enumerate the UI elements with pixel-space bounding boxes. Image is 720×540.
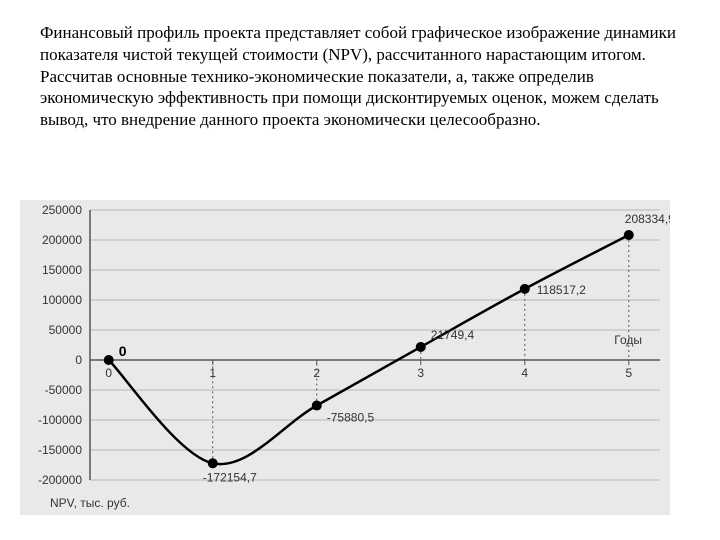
x-tick-label: 2 [313, 366, 320, 380]
data-label: 21749,4 [431, 328, 475, 342]
data-label: -75880,5 [327, 411, 375, 425]
npv-line-chart: -200000 -150000 -100000 -50000 0 50000 100000 1… [20, 200, 670, 515]
chart-background [20, 200, 670, 515]
data-marker [104, 355, 114, 365]
data-label: -172154,7 [203, 470, 257, 484]
page: Финансовый профиль проекта представляет … [0, 0, 720, 540]
body-paragraph: Финансовый профиль проекта представляет … [40, 22, 680, 131]
data-label: 208334,9 [625, 212, 670, 226]
y-tick-label: 100000 [42, 293, 82, 307]
data-marker [208, 458, 218, 468]
y-tick-label: -50000 [45, 383, 83, 397]
data-marker [520, 284, 530, 294]
y-tick-label: 50000 [49, 323, 83, 337]
data-marker [312, 401, 322, 411]
data-marker [624, 230, 634, 240]
x-tick-label: 5 [625, 366, 632, 380]
y-tick-label: 250000 [42, 203, 82, 217]
y-tick-label: -200000 [38, 473, 82, 487]
axis-title-x: Годы [614, 333, 642, 347]
origin-zero-label: 0 [119, 343, 127, 359]
x-tick-label: 0 [105, 366, 112, 380]
axis-title-y: NPV, тыс. руб. [50, 496, 130, 510]
data-label: 118517,2 [537, 283, 586, 297]
y-tick-label: -150000 [38, 443, 82, 457]
y-tick-label: -100000 [38, 413, 82, 427]
chart-container: -200000 -150000 -100000 -50000 0 50000 100000 1… [20, 200, 670, 515]
x-tick-label: 3 [417, 366, 424, 380]
y-tick-label: 0 [75, 353, 82, 367]
y-tick-label: 200000 [42, 233, 82, 247]
data-marker [416, 342, 426, 352]
y-tick-label: 150000 [42, 263, 82, 277]
x-tick-label: 4 [521, 366, 528, 380]
